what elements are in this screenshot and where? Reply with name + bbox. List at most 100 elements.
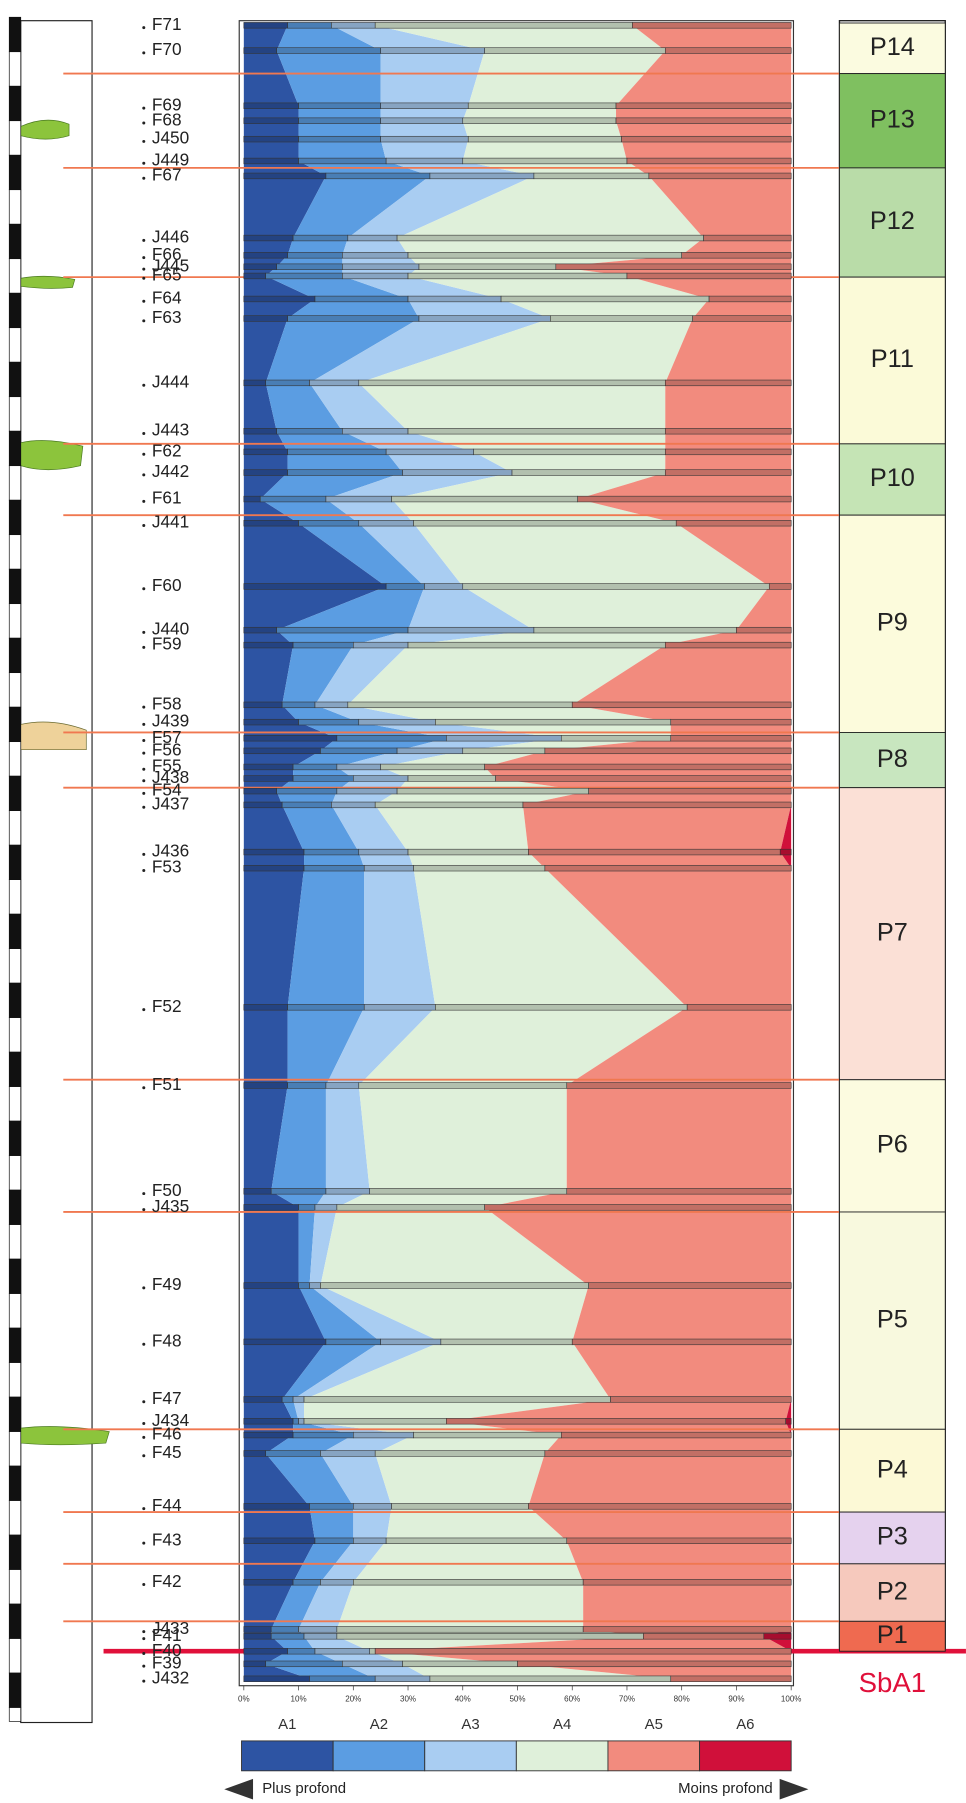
sample-bar [380, 102, 469, 109]
legend-swatch [241, 1740, 334, 1772]
period-label: P4 [877, 1455, 908, 1483]
sample-bar [407, 775, 496, 782]
sample-bar [287, 1648, 316, 1655]
sample-bar [342, 428, 409, 435]
scale-segment [8, 810, 22, 846]
direction-label: Plus profond [262, 1780, 346, 1797]
sample-bar [243, 1579, 294, 1586]
sample-bar [243, 1004, 288, 1011]
sample-dot [142, 722, 146, 726]
sample-bar [243, 787, 277, 795]
scale-segment [8, 1189, 22, 1225]
sample-bar [298, 718, 360, 726]
scale-segment [8, 534, 22, 570]
sample-bar [424, 583, 464, 590]
sample-bar [643, 1633, 765, 1640]
sample-bar [243, 1648, 288, 1655]
sample-bar [342, 1660, 403, 1668]
sample-bar [435, 718, 672, 726]
sample-bar [320, 1579, 354, 1586]
sample-bar [588, 1282, 792, 1289]
sample-bar [511, 469, 666, 476]
sample-bar [429, 1675, 672, 1682]
sample-label: F62 [152, 440, 182, 460]
scale-segment [8, 430, 22, 467]
sample-dot [142, 51, 146, 55]
lithology-column [20, 20, 93, 1724]
sample-bar [615, 117, 792, 124]
sample-label: F54 [152, 780, 182, 800]
sample-bar [336, 763, 381, 771]
sample-bar [270, 1633, 305, 1640]
sample-dot [142, 1679, 146, 1683]
scale-segment [8, 1293, 22, 1329]
sample-bar [347, 234, 398, 242]
scale-segment [8, 637, 22, 674]
sample-bar [363, 864, 414, 872]
sample-bar [265, 1450, 321, 1457]
sample-bar [320, 747, 398, 755]
sample-bar [418, 315, 551, 322]
sample-label: F58 [152, 693, 182, 713]
period-label: P1 [877, 1621, 908, 1649]
sample-bar [588, 787, 792, 795]
sample-bar [325, 1338, 381, 1346]
sample-bar [342, 272, 409, 280]
scale-segment [8, 1120, 22, 1156]
sample-dot [142, 276, 146, 280]
sample-bar [292, 1579, 321, 1586]
sample-bar [495, 775, 792, 782]
sample-dot [142, 1342, 146, 1346]
sample-bar [243, 157, 299, 165]
sample-dot [142, 1422, 146, 1426]
period-box [839, 73, 946, 169]
sample-dot [142, 139, 146, 143]
sample-bar [473, 448, 666, 456]
sample-bar [336, 787, 398, 795]
x-tick-label: 70% [619, 1695, 635, 1704]
area-band [304, 25, 770, 1679]
sample-label: J433 [152, 1618, 189, 1638]
sample-bar [298, 157, 387, 165]
sample-bar [303, 864, 365, 872]
sample-bar [446, 1418, 786, 1425]
period-box [839, 1620, 946, 1652]
sample-bar [703, 234, 792, 242]
scale-segment [8, 258, 22, 294]
boundary-label: SbA1 [859, 1667, 926, 1698]
sample-dot [142, 121, 146, 125]
sample-bar [243, 315, 288, 322]
period-label: P5 [877, 1305, 908, 1333]
sample-bar [292, 234, 349, 242]
sample-bar [462, 157, 628, 165]
sample-bar [243, 1396, 283, 1403]
period-label: P12 [870, 207, 915, 235]
sample-dot [142, 587, 146, 591]
sample-label: J442 [152, 461, 189, 481]
sample-bar [407, 252, 682, 259]
scale-segment [8, 741, 22, 777]
sample-bar [243, 47, 277, 54]
sample-bar [763, 1633, 792, 1640]
scale-segment [8, 1500, 22, 1536]
sample-bar [736, 626, 792, 634]
sample-bar [243, 583, 387, 590]
scale-segment [8, 1707, 22, 1722]
sample-label: F43 [152, 1529, 182, 1549]
sample-label: J434 [152, 1410, 190, 1430]
sample-dot [142, 1435, 146, 1439]
sample-bar [243, 1503, 310, 1510]
sample-bar [243, 718, 299, 726]
sample-bar [314, 1204, 338, 1211]
sample-bar [276, 263, 343, 270]
sample-dot [142, 1400, 146, 1404]
sample-label: J441 [152, 512, 189, 532]
scale-segment [8, 879, 22, 915]
sample-bar [407, 428, 666, 435]
sample-bar [292, 775, 354, 782]
sample-label: F52 [152, 996, 182, 1016]
sample-bar [243, 263, 277, 270]
period-box [839, 1211, 946, 1430]
x-tick-label: 10% [291, 1695, 307, 1704]
sample-label: F69 [152, 94, 182, 114]
